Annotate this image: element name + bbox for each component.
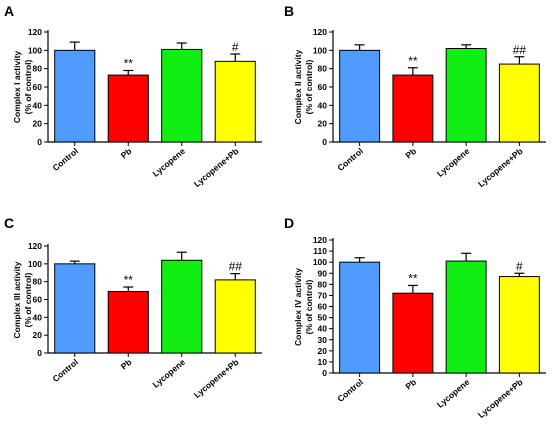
bar-pb bbox=[107, 74, 149, 143]
panel-letter: A bbox=[4, 3, 14, 19]
y-axis-label-unit: (% of control) bbox=[304, 279, 314, 334]
y-axis-label-unit: (% of control) bbox=[23, 272, 33, 327]
x-tick-label: Control bbox=[50, 146, 80, 173]
significance-marker: ** bbox=[124, 57, 134, 71]
y-tick-label: 60 bbox=[318, 302, 328, 312]
y-axis-label: Complex IV activity bbox=[293, 268, 303, 346]
x-tick-label: Lycopene bbox=[435, 146, 472, 179]
bar-lycopene-pb bbox=[498, 63, 540, 143]
y-tick-label: 20 bbox=[33, 119, 43, 129]
y-tick-label: 100 bbox=[313, 257, 327, 267]
x-tick-label: Lycopene+Pb bbox=[476, 377, 525, 420]
y-axis-label-unit: (% of control) bbox=[304, 59, 314, 114]
x-tick-label: Pb bbox=[119, 146, 134, 161]
y-tick-label: 50 bbox=[318, 313, 328, 323]
x-tick-label: Lycopene+Pb bbox=[192, 146, 241, 189]
x-tick-label: Pb bbox=[403, 146, 418, 161]
bar-lycopene-pb bbox=[214, 60, 256, 143]
y-tick-label: 120 bbox=[313, 235, 327, 245]
bar-control bbox=[339, 261, 381, 374]
y-tick-label: 120 bbox=[28, 241, 42, 251]
y-tick-label: 90 bbox=[318, 268, 328, 278]
y-tick-label: 60 bbox=[33, 295, 43, 305]
y-tick-label: 100 bbox=[313, 45, 327, 55]
x-tick-label: Lycopene+Pb bbox=[192, 357, 241, 400]
y-tick-label: 0 bbox=[322, 137, 327, 147]
significance-marker: # bbox=[516, 259, 523, 273]
x-tick-label: Pb bbox=[403, 377, 418, 392]
y-tick-label: 80 bbox=[318, 64, 328, 74]
x-tick-label: Control bbox=[335, 146, 365, 173]
bar-control bbox=[54, 49, 96, 143]
x-tick-label: Control bbox=[335, 377, 365, 404]
y-tick-label: 20 bbox=[318, 346, 328, 356]
significance-marker: ** bbox=[124, 273, 134, 287]
y-tick-label: 40 bbox=[318, 100, 328, 110]
significance-marker: ## bbox=[513, 43, 527, 57]
bar-control bbox=[54, 263, 96, 354]
y-tick-label: 110 bbox=[313, 246, 327, 256]
x-tick-label: Lycopene bbox=[435, 377, 472, 410]
x-tick-label: Control bbox=[50, 357, 80, 384]
y-tick-label: 100 bbox=[28, 259, 42, 269]
y-tick-label: 120 bbox=[28, 27, 42, 37]
x-tick-label: Lycopene bbox=[150, 357, 187, 390]
bar-control bbox=[339, 49, 381, 143]
y-tick-label: 20 bbox=[318, 119, 328, 129]
panel-letter: C bbox=[4, 215, 14, 231]
y-tick-label: 120 bbox=[313, 27, 327, 37]
y-tick-label: 40 bbox=[33, 312, 43, 322]
bar-pb bbox=[392, 292, 434, 374]
bar-lycopene bbox=[445, 260, 487, 374]
y-tick-label: 30 bbox=[318, 335, 328, 345]
significance-marker: ** bbox=[408, 271, 418, 285]
y-axis-label: Complex III activity bbox=[12, 261, 22, 338]
bar-lycopene-pb bbox=[214, 279, 256, 354]
y-tick-label: 80 bbox=[33, 64, 43, 74]
y-axis-label: Complex II activity bbox=[293, 49, 303, 124]
y-tick-label: 20 bbox=[33, 330, 43, 340]
significance-marker: ** bbox=[408, 54, 418, 68]
y-tick-label: 80 bbox=[318, 279, 328, 289]
y-tick-label: 0 bbox=[37, 348, 42, 358]
y-tick-label: 40 bbox=[33, 100, 43, 110]
panel-letter: D bbox=[284, 215, 294, 231]
y-axis-label-unit: (% of control) bbox=[23, 59, 33, 114]
y-tick-label: 0 bbox=[322, 368, 327, 378]
bar-lycopene-pb bbox=[498, 276, 540, 374]
y-tick-label: 0 bbox=[37, 137, 42, 147]
panel-c: C 0 20 40 60 80 100 120 Complex III activity (% o… bbox=[4, 215, 262, 400]
significance-marker: ## bbox=[229, 260, 243, 274]
y-tick-label: 80 bbox=[33, 277, 43, 287]
x-tick-label: Lycopene bbox=[150, 146, 187, 179]
y-tick-label: 100 bbox=[28, 45, 42, 55]
panel-letter: B bbox=[284, 3, 294, 19]
panel-a: A 0 20 40 60 80 100 120 Complex I activity (% of … bbox=[4, 3, 262, 189]
y-tick-label: 40 bbox=[318, 324, 328, 334]
bar-pb bbox=[392, 74, 434, 143]
x-tick-label: Lycopene+Pb bbox=[476, 146, 525, 189]
bar-lycopene bbox=[161, 48, 203, 143]
y-axis-label: Complex I activity bbox=[12, 51, 22, 124]
panel-b: B 0 20 40 60 80 100 120 Complex II activity (% of… bbox=[284, 3, 546, 189]
y-tick-label: 60 bbox=[33, 82, 43, 92]
bar-lycopene bbox=[445, 48, 487, 143]
y-tick-label: 60 bbox=[318, 82, 328, 92]
bar-lycopene bbox=[161, 259, 203, 354]
bar-pb bbox=[107, 290, 149, 354]
significance-marker: # bbox=[232, 40, 239, 54]
x-tick-label: Pb bbox=[119, 357, 134, 372]
y-tick-label: 10 bbox=[318, 357, 328, 367]
y-tick-label: 70 bbox=[318, 290, 328, 300]
